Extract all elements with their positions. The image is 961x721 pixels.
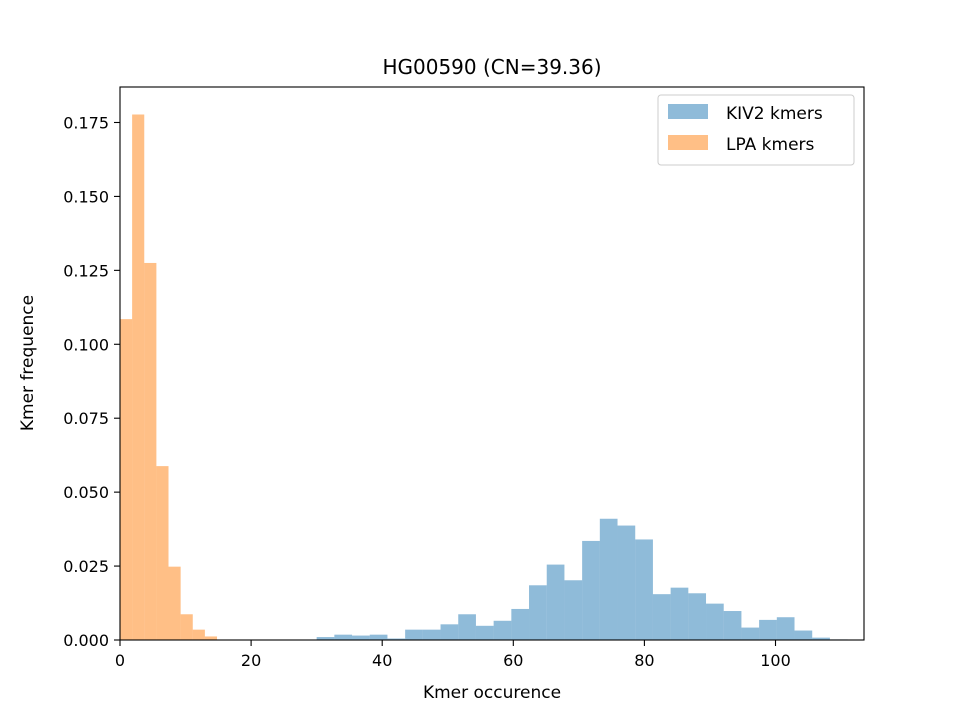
lpa-bar	[144, 262, 157, 640]
kiv2-bar	[741, 627, 760, 640]
kiv2-bar	[776, 617, 795, 640]
kiv2-bar	[440, 624, 459, 640]
kiv2-bar	[723, 611, 742, 640]
x-tick-label: 100	[760, 651, 791, 670]
lpa-bar	[168, 566, 181, 640]
y-axis-ticks: 0.000 0.025 0.050 0.075 0.100 0.125 0.150 0.175	[63, 113, 120, 650]
kiv2-bar	[405, 629, 423, 640]
legend-label-lpa: LPA kmers	[726, 135, 815, 155]
kiv2-bar	[422, 629, 441, 640]
kiv2-bar	[706, 603, 724, 640]
legend-swatch-lpa	[668, 135, 708, 150]
kiv2-bar	[688, 593, 707, 640]
kiv2-bar	[635, 539, 653, 640]
y-tick-label: 0.100	[63, 335, 109, 354]
kiv2-bar	[458, 614, 476, 640]
kiv2-bar	[387, 638, 406, 640]
kiv2-bar	[582, 540, 600, 640]
kiv2-bar	[652, 594, 671, 640]
kiv2-bar	[670, 587, 689, 640]
y-axis-label: Kmer frequence	[18, 295, 38, 431]
x-tick-label: 60	[503, 651, 523, 670]
y-tick-label: 0.050	[63, 483, 109, 502]
y-tick-label: 0.150	[63, 187, 109, 206]
kiv2-bar	[599, 518, 618, 640]
x-tick-label: 80	[634, 651, 654, 670]
lpa-bar	[180, 614, 193, 640]
x-tick-label: 20	[241, 651, 261, 670]
x-tick-label: 0	[115, 651, 125, 670]
kiv2-bars	[316, 518, 848, 640]
y-tick-label: 0.175	[63, 113, 109, 132]
x-axis-label: Kmer occurence	[423, 683, 561, 703]
lpa-bar	[156, 466, 169, 640]
kiv2-bar	[493, 620, 512, 640]
kiv2-bar	[352, 635, 370, 640]
y-tick-label: 0.075	[63, 409, 109, 428]
legend-label-kiv2: KIV2 kmers	[726, 104, 823, 124]
x-tick-label: 40	[372, 651, 392, 670]
lpa-bar	[120, 319, 133, 640]
kiv2-bar	[794, 630, 813, 640]
kiv2-bar	[759, 619, 777, 640]
y-tick-label: 0.125	[63, 261, 109, 280]
kiv2-bar	[334, 634, 353, 640]
kiv2-bar	[475, 625, 494, 640]
kiv2-bar	[812, 637, 830, 640]
kiv2-bar	[316, 637, 335, 640]
kiv2-bar	[369, 634, 388, 640]
plot-frame	[119, 86, 865, 641]
lpa-bar	[192, 629, 205, 640]
lpa-bar	[132, 114, 145, 640]
lpa-bars	[120, 114, 218, 640]
kiv2-bar	[511, 608, 530, 640]
lpa-bar	[204, 636, 218, 640]
chart-title: HG00590 (CN=39.36)	[382, 55, 601, 79]
legend: KIV2 kmers LPA kmers	[657, 94, 855, 166]
y-tick-label: 0.000	[63, 631, 109, 650]
kiv2-bar	[617, 525, 636, 640]
kiv2-bar	[564, 580, 583, 640]
kiv2-bar	[529, 585, 547, 640]
y-tick-label: 0.025	[63, 557, 109, 576]
x-axis-ticks: 0 20 40 60 80 100	[115, 640, 791, 670]
kiv2-bar	[546, 564, 565, 640]
legend-swatch-kiv2	[668, 104, 708, 119]
